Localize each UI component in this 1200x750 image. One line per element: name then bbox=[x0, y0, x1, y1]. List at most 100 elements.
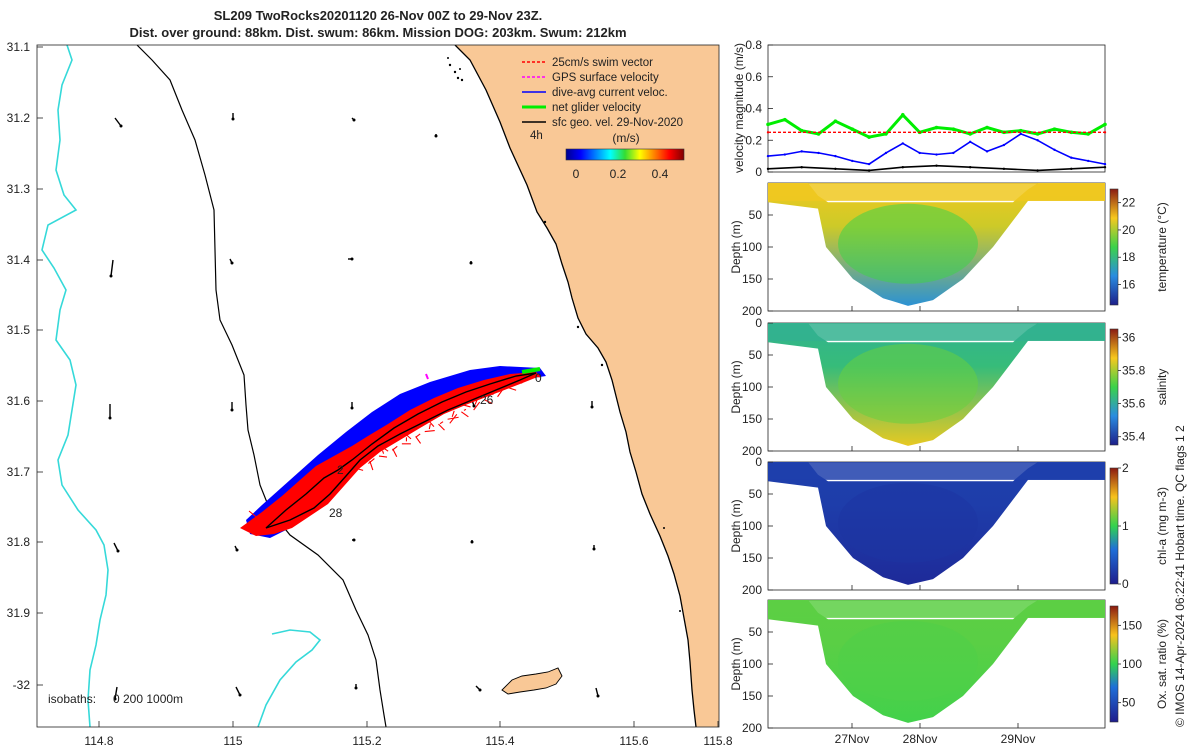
swim-vector bbox=[378, 455, 388, 458]
swim-vector bbox=[296, 495, 307, 504]
geo-arrow-head bbox=[119, 124, 123, 128]
velocity-ylabel: velocity magnitude (m/s) bbox=[732, 43, 746, 173]
swim-vector bbox=[428, 423, 431, 430]
track-line bbox=[265, 372, 537, 529]
land-area bbox=[455, 45, 719, 727]
velocity-axis-ticks: 0 0.2 0.4 0.6 0.8 bbox=[745, 38, 773, 179]
speed-colorbar-tick: 0.4 bbox=[652, 167, 669, 181]
velocity-point bbox=[867, 169, 871, 172]
map-ytick-label: 31.4 bbox=[7, 253, 31, 267]
geostrophic-arrows bbox=[108, 113, 600, 701]
velocity-ytick-label: 0.6 bbox=[745, 70, 762, 84]
geo-velocity-arrow bbox=[110, 259, 114, 277]
velocity-point bbox=[1053, 148, 1056, 151]
legend-note: 4h bbox=[530, 130, 543, 142]
geo-velocity-arrow bbox=[114, 686, 118, 700]
velocity-point bbox=[1070, 167, 1073, 171]
track-label-26: 26 bbox=[480, 393, 494, 407]
section-ytick-label: 0 bbox=[755, 316, 762, 330]
velocity-series bbox=[766, 112, 1107, 172]
section-ytick-label: 50 bbox=[749, 625, 763, 639]
isobath-200m bbox=[136, 45, 387, 727]
section-ylabel: Depth (m) bbox=[729, 360, 743, 413]
velocity-point bbox=[901, 142, 904, 145]
velocity-point bbox=[1103, 122, 1107, 127]
map-axis-ticks: 114.8 115 115.2 115.4 115.6 115.8 31.1 31.2 31.3… bbox=[7, 40, 733, 748]
geo-arrow-head bbox=[470, 540, 474, 544]
map-ytick-label: 31.3 bbox=[7, 182, 31, 196]
swim-vector bbox=[424, 429, 435, 433]
swim-vector bbox=[320, 482, 330, 491]
velocity-ytick-label: 0.4 bbox=[745, 102, 762, 116]
section-colorbar bbox=[1109, 328, 1119, 446]
section-ylabel: Depth (m) bbox=[729, 637, 743, 690]
section-ytick-label: 100 bbox=[742, 657, 762, 671]
map-ytick-label: 31.9 bbox=[7, 606, 31, 620]
velocity-point bbox=[935, 164, 938, 167]
section-colorbar bbox=[1109, 467, 1119, 585]
map-ytick-label: 31.7 bbox=[7, 465, 31, 479]
section-mid-layer bbox=[838, 620, 978, 701]
section-ytick-label: 150 bbox=[742, 272, 762, 286]
speed-colorbar-tick: 0 bbox=[573, 167, 580, 181]
track-label-0: 0 bbox=[535, 371, 542, 385]
velocity-ytick-label: 0.2 bbox=[745, 133, 762, 147]
geo-arrow-head bbox=[590, 405, 594, 409]
legend-entry-current: dive-avg current veloc. bbox=[552, 87, 668, 99]
velocity-point bbox=[851, 159, 854, 163]
legend-entry-gps: GPS surface velocity bbox=[552, 72, 659, 84]
colorbar-label: chl-a (mg m-3) bbox=[1155, 487, 1169, 565]
net-glider-velocity-arrow bbox=[521, 367, 541, 374]
velocity-point bbox=[1103, 131, 1107, 134]
section-surface-layer bbox=[768, 323, 1105, 341]
swim-vector bbox=[355, 467, 364, 471]
geo-arrow-head bbox=[350, 406, 354, 410]
section-ytick-label: 200 bbox=[742, 304, 762, 318]
glider-track bbox=[240, 366, 546, 538]
geo-arrow-head bbox=[230, 261, 234, 265]
velocity-point bbox=[918, 151, 921, 155]
velocity-point bbox=[766, 154, 770, 158]
swim-vector bbox=[276, 504, 279, 511]
swim-vector bbox=[483, 399, 493, 405]
title-line-2: Dist. over ground: 88km. Dist. swum: 86k… bbox=[129, 25, 626, 40]
velocity-point bbox=[1036, 139, 1039, 142]
track-label-28: 28 bbox=[329, 506, 343, 520]
section-ylabel: Depth (m) bbox=[729, 499, 743, 552]
swim-vector bbox=[474, 397, 479, 405]
swim-vector bbox=[425, 417, 435, 427]
colorbar-label: salinity bbox=[1155, 369, 1169, 406]
geo-arrow-head bbox=[478, 688, 482, 692]
swim-vector bbox=[309, 492, 316, 498]
velocity-point bbox=[1019, 132, 1022, 136]
swim-vector bbox=[382, 450, 385, 454]
swim-vector bbox=[415, 433, 421, 438]
swim-vector bbox=[334, 476, 338, 479]
section-ytick-label: 200 bbox=[742, 444, 762, 458]
velocity-point bbox=[867, 162, 871, 166]
swim-vector bbox=[463, 408, 467, 411]
colorbar-tick-label: 16 bbox=[1122, 278, 1136, 292]
velocity-ytick-label: 0.8 bbox=[745, 38, 762, 52]
geo-arrow-head bbox=[352, 538, 356, 542]
colorbar-label: Ox. sat. ratio (%) bbox=[1155, 619, 1169, 709]
map-axes-box bbox=[36, 44, 720, 728]
velocity-point bbox=[766, 122, 770, 127]
speed-colorbar-bar bbox=[565, 148, 685, 161]
swim-vector bbox=[286, 502, 293, 505]
velocity-point bbox=[834, 154, 837, 158]
velocity-point bbox=[1036, 169, 1039, 172]
map-ytick-label: 31.6 bbox=[7, 394, 31, 408]
geo-arrow-head bbox=[116, 549, 120, 553]
geo-arrow-head bbox=[354, 686, 358, 690]
swim-vector bbox=[346, 464, 350, 474]
geo-arrow-head bbox=[352, 118, 356, 122]
velocity-point bbox=[934, 125, 939, 130]
swim-vector bbox=[439, 421, 444, 425]
velocity-point bbox=[867, 135, 871, 139]
velocity-point bbox=[783, 117, 787, 122]
legend-entry-swim: 25cm/s swim vector bbox=[552, 57, 653, 69]
swim-vector bbox=[332, 480, 340, 485]
